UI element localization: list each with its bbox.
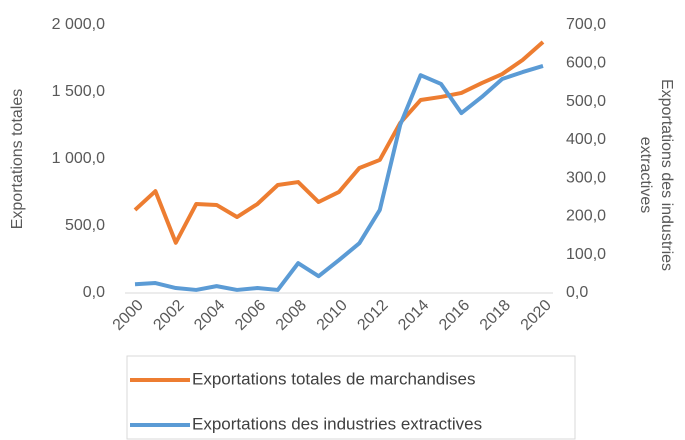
y-tick-label: 0,0 [83,284,105,301]
series-line [134,64,544,292]
y-axis-title: Exportations totales [9,89,26,230]
x-tick-label: 2008 [273,297,310,334]
x-tick-label: 2016 [436,297,473,334]
x-tick-label: 2020 [518,297,555,334]
y2-tick-label: 400,0 [566,131,606,148]
y-tick-label: 1 500,0 [52,83,105,100]
y2-tick-label: 500,0 [566,93,606,110]
y-tick-label: 2 000,0 [52,16,105,33]
y2-tick-label: 0,0 [566,284,588,301]
y2-tick-label: 200,0 [566,208,606,225]
y2-tick-label: 700,0 [566,16,606,33]
x-tick-label: 2012 [354,297,391,334]
x-tick-label: 2014 [395,297,432,334]
legend-label: Exportations totales de marchandises [192,369,476,388]
series-line [133,40,545,245]
y-tick-label: 500,0 [65,217,105,234]
x-tick-label: 2004 [191,297,228,334]
y2-tick-label: 300,0 [566,169,606,186]
x-tick-label: 2010 [314,297,351,334]
x-tick-label: 2018 [477,297,514,334]
x-tick-label: 2000 [110,297,147,334]
legend-label: Exportations des industries extractives [192,414,482,433]
y2-tick-label: 100,0 [566,246,606,263]
x-tick-label: 2006 [232,297,269,334]
legend-box [126,355,576,440]
y2-tick-label: 600,0 [566,55,606,72]
y2-axis-title: Exportations des industries [658,79,675,271]
y2-axis-title: extractives [637,137,654,213]
y-tick-label: 1 000,0 [52,150,105,167]
x-tick-label: 2002 [150,297,187,334]
